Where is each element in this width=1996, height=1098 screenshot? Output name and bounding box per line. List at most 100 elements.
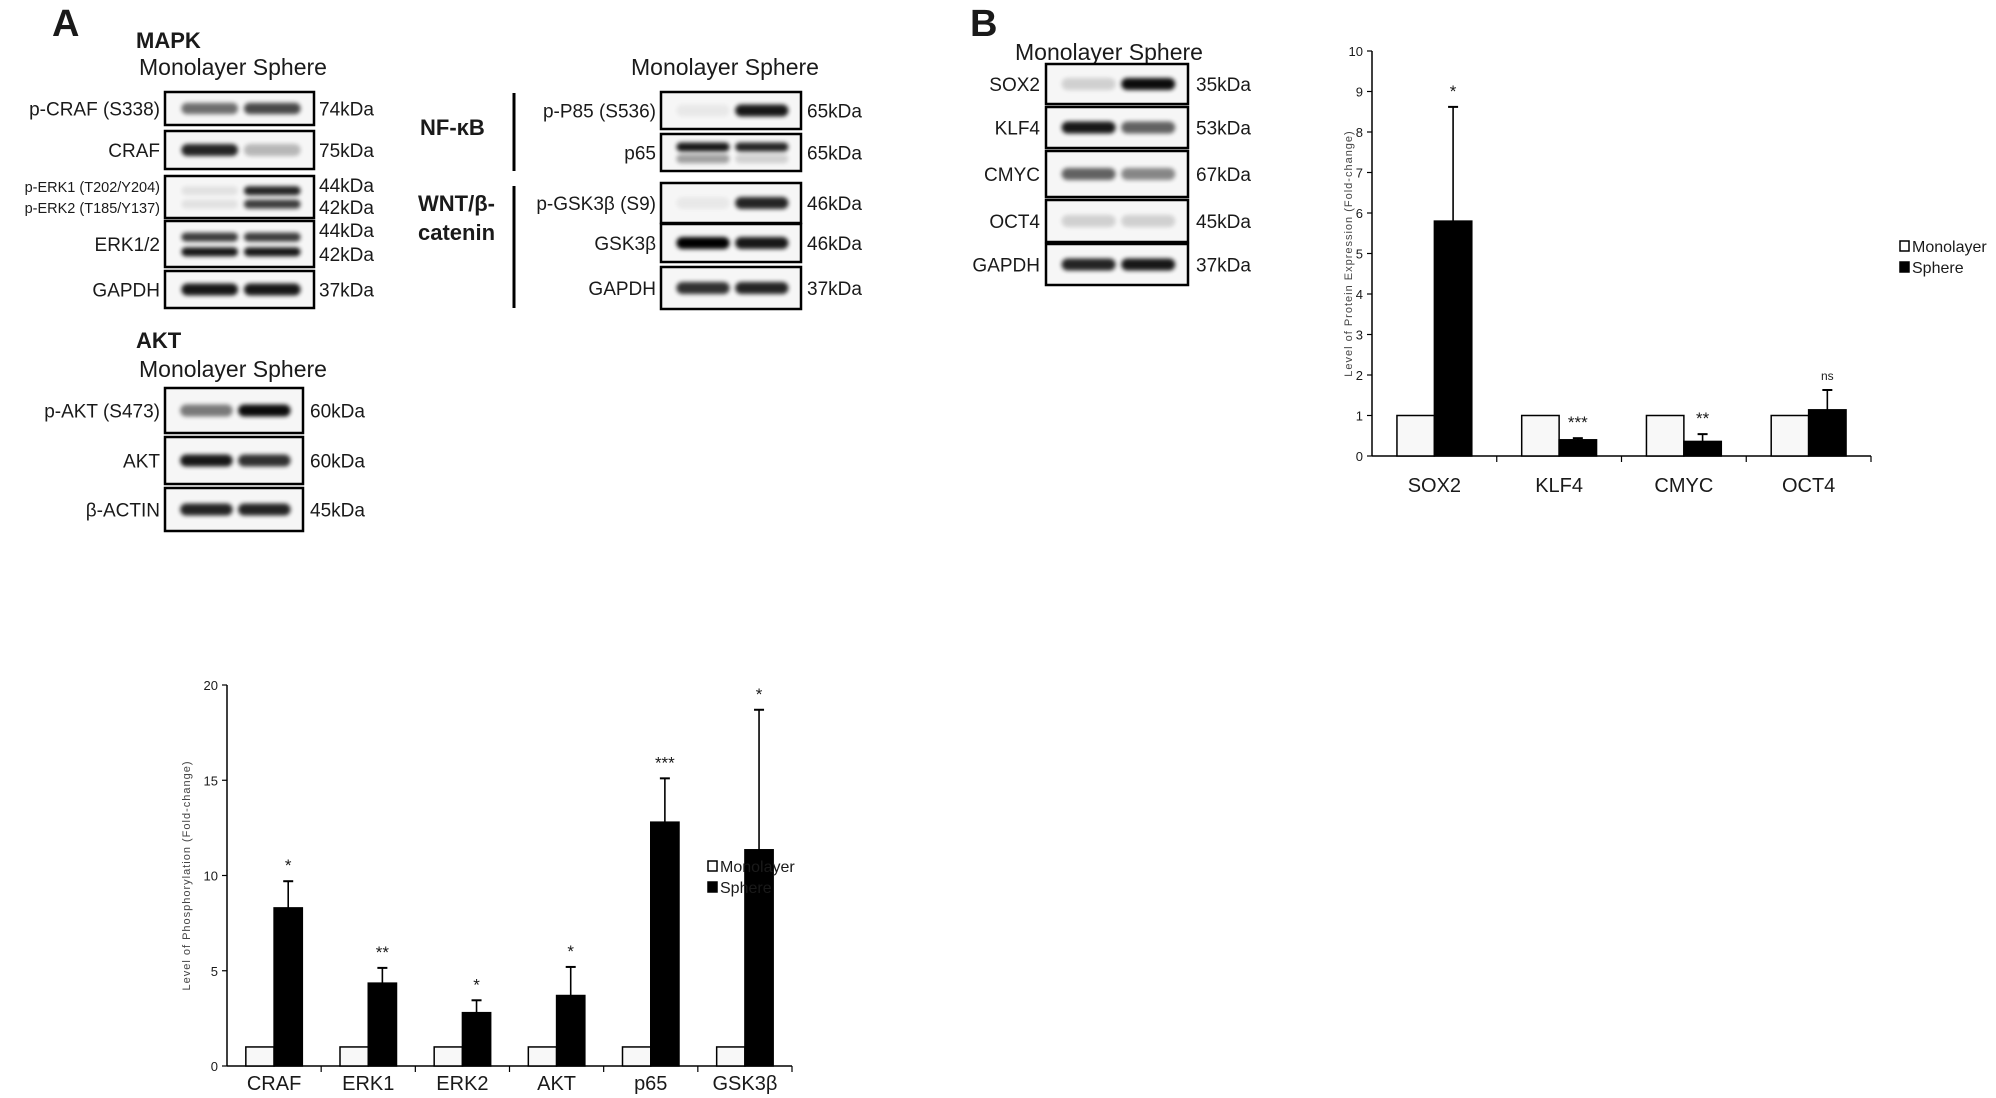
protein-band xyxy=(676,154,730,164)
molecular-weight-label: 60kDa xyxy=(310,402,365,423)
stemness-blot-row: GAPDH 37kDa xyxy=(972,242,1251,287)
blot-row-label: GAPDH xyxy=(972,256,1040,277)
legend-label: Sphere xyxy=(1912,260,1964,277)
protein-band xyxy=(735,142,789,152)
protein-band xyxy=(1121,78,1176,90)
molecular-weight-label: 45kDa xyxy=(310,501,365,522)
molecular-weight-label: 65kDa xyxy=(807,102,862,123)
mapk-blot-row: p-ERK1 (T202/Y204) p-ERK2 (T185/Y137) 44kD… xyxy=(25,174,374,220)
y-tick-label: 8 xyxy=(1356,125,1363,140)
legend-swatch-sphere xyxy=(1899,261,1910,273)
y-tick-label: 0 xyxy=(1356,449,1363,464)
bar-monolayer xyxy=(1520,414,1560,457)
wnt-label-line2: catenin xyxy=(418,220,495,245)
panel-a-letter: A xyxy=(52,3,79,45)
protein-band xyxy=(243,144,301,156)
bar-monolayer xyxy=(433,1046,464,1067)
blot-frame xyxy=(163,174,316,220)
akt-blot-row: p-AKT (S473) 60kDa xyxy=(44,386,365,435)
bar-sphere xyxy=(1807,409,1847,457)
protein-band xyxy=(181,186,239,196)
blot-frame xyxy=(659,132,803,173)
bar-sphere xyxy=(1558,439,1598,457)
nfkb-wnt-blot-row: GSK3β 46kDa xyxy=(594,222,862,264)
significance-label: * xyxy=(473,975,480,994)
protein-band xyxy=(1061,121,1116,134)
nfkb-wnt-blot-row: p-GSK3β (S9) 46kDa xyxy=(536,181,862,225)
akt-title: AKT xyxy=(136,328,182,353)
protein-band xyxy=(735,104,789,117)
legend-swatch-monolayer xyxy=(1899,240,1910,252)
molecular-weight-label: 46kDa xyxy=(807,234,862,255)
protein-band xyxy=(735,282,789,294)
y-tick-label: 15 xyxy=(204,773,218,788)
mapk-lane-header: Monolayer Sphere xyxy=(139,54,327,80)
blot-row-label: GAPDH xyxy=(92,281,160,302)
blot-row-label: OCT4 xyxy=(989,212,1040,233)
blot-row-label: CMYC xyxy=(984,165,1040,186)
akt-lane-header: Monolayer Sphere xyxy=(139,356,327,382)
bar-monolayer xyxy=(1645,414,1685,457)
category-label: AKT xyxy=(537,1073,576,1095)
nfkb-wnt-blot-row: p-P85 (S536) 65kDa xyxy=(543,90,862,131)
western-blots: p-CRAF (S338) 74kDa CRAF 75kDa p-ERK1 (T202/… xyxy=(25,62,1251,533)
mapk-blot-row: ERK1/2 44kDa 42kDa xyxy=(95,219,374,269)
nfkb-wnt-blot-row: GAPDH 37kDa xyxy=(588,265,862,311)
protein-band xyxy=(676,237,730,249)
molecular-weight-label: 74kDa xyxy=(319,100,374,121)
significance-label: *** xyxy=(1568,413,1588,432)
y-tick-label: 20 xyxy=(204,678,218,693)
mapk-blot-row: CRAF 75kDa xyxy=(108,129,374,171)
protein-band xyxy=(181,102,239,115)
molecular-weight-label: 45kDa xyxy=(1196,212,1251,233)
akt-blot-row: AKT 60kDa xyxy=(123,435,365,486)
bar-monolayer xyxy=(339,1046,369,1067)
bar-sphere xyxy=(1683,440,1723,457)
protein-band xyxy=(181,247,239,257)
protein-band xyxy=(180,503,233,516)
blot-row-label: p65 xyxy=(624,144,656,165)
category-label: SOX2 xyxy=(1408,475,1461,497)
protein-band xyxy=(1061,215,1116,227)
y-axis-title: Level of Protein Expression (Fold-change… xyxy=(1343,130,1355,376)
blot-row-label: GAPDH xyxy=(588,279,656,300)
protein-band xyxy=(1061,78,1116,90)
category-label: CMYC xyxy=(1654,475,1713,497)
blot-row-label: SOX2 xyxy=(989,75,1040,96)
y-tick-label: 9 xyxy=(1356,85,1363,100)
mapk-blot-row: GAPDH 37kDa xyxy=(92,269,374,310)
blot-row-label: p-ERK1 (T202/Y204) xyxy=(25,180,160,196)
molecular-weight-label: 65kDa xyxy=(807,144,862,165)
y-tick-label: 5 xyxy=(211,964,218,979)
significance-label: ** xyxy=(376,943,390,962)
bar-sphere xyxy=(461,1011,492,1067)
stemness-blot-row: KLF4 53kDa xyxy=(995,105,1251,150)
protein-band xyxy=(243,199,301,209)
y-tick-label: 5 xyxy=(1356,247,1363,262)
molecular-weight-label: 37kDa xyxy=(807,279,862,300)
legend-swatch-monolayer xyxy=(707,860,718,872)
protein-band xyxy=(181,283,239,296)
protein-band xyxy=(735,154,789,164)
protein-band xyxy=(1121,121,1176,134)
blot-row-label: β-ACTIN xyxy=(86,501,160,522)
molecular-weight-label: 60kDa xyxy=(310,452,365,473)
blot-frame xyxy=(163,219,316,269)
panel-b-letter: B xyxy=(970,3,997,45)
significance-label: ns xyxy=(1821,369,1834,383)
legend-label: Monolayer xyxy=(1912,239,1987,256)
nfkb-wnt-lane-header: Monolayer Sphere xyxy=(631,54,819,80)
bar-sphere xyxy=(367,982,398,1067)
blot-row-label: p-P85 (S536) xyxy=(543,102,656,123)
molecular-weight-label: 67kDa xyxy=(1196,165,1251,186)
molecular-weight-label: 53kDa xyxy=(1196,119,1251,140)
y-tick-label: 4 xyxy=(1356,287,1363,302)
protein-band xyxy=(180,404,233,417)
protein-band xyxy=(676,142,730,152)
bar-monolayer xyxy=(1396,414,1436,457)
legend-label: Monolayer xyxy=(720,859,795,876)
blot-row-label: KLF4 xyxy=(995,119,1041,140)
category-label: p65 xyxy=(634,1073,667,1095)
protein-band xyxy=(243,102,301,115)
